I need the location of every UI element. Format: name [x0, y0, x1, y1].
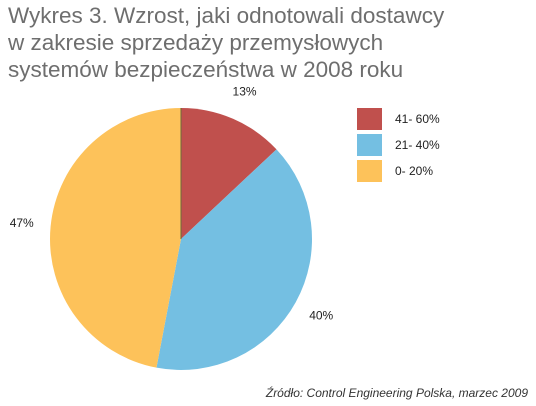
legend-swatch	[357, 160, 382, 182]
data-label: 13%	[233, 84, 257, 98]
legend-swatch	[357, 134, 382, 156]
source-note: Źródło: Control Engineering Polska, marz…	[265, 385, 528, 400]
legend-label: 41- 60%	[395, 112, 440, 126]
legend-label: 21- 40%	[395, 138, 440, 152]
pie-slice	[181, 108, 277, 239]
chart-title: systemów bezpieczeństwa w 2008 roku	[8, 57, 403, 82]
data-label: 40%	[309, 308, 333, 322]
legend-label: 0- 20%	[395, 164, 433, 178]
chart-title: w zakresie sprzedaży przemysłowych	[7, 30, 383, 55]
chart-title: Wykres 3. Wzrost, jaki odnotowali dostaw…	[8, 3, 445, 28]
pie-slice	[49, 108, 181, 368]
data-label: 47%	[10, 216, 34, 230]
legend-swatch	[357, 108, 382, 130]
pie-slice	[156, 149, 313, 371]
